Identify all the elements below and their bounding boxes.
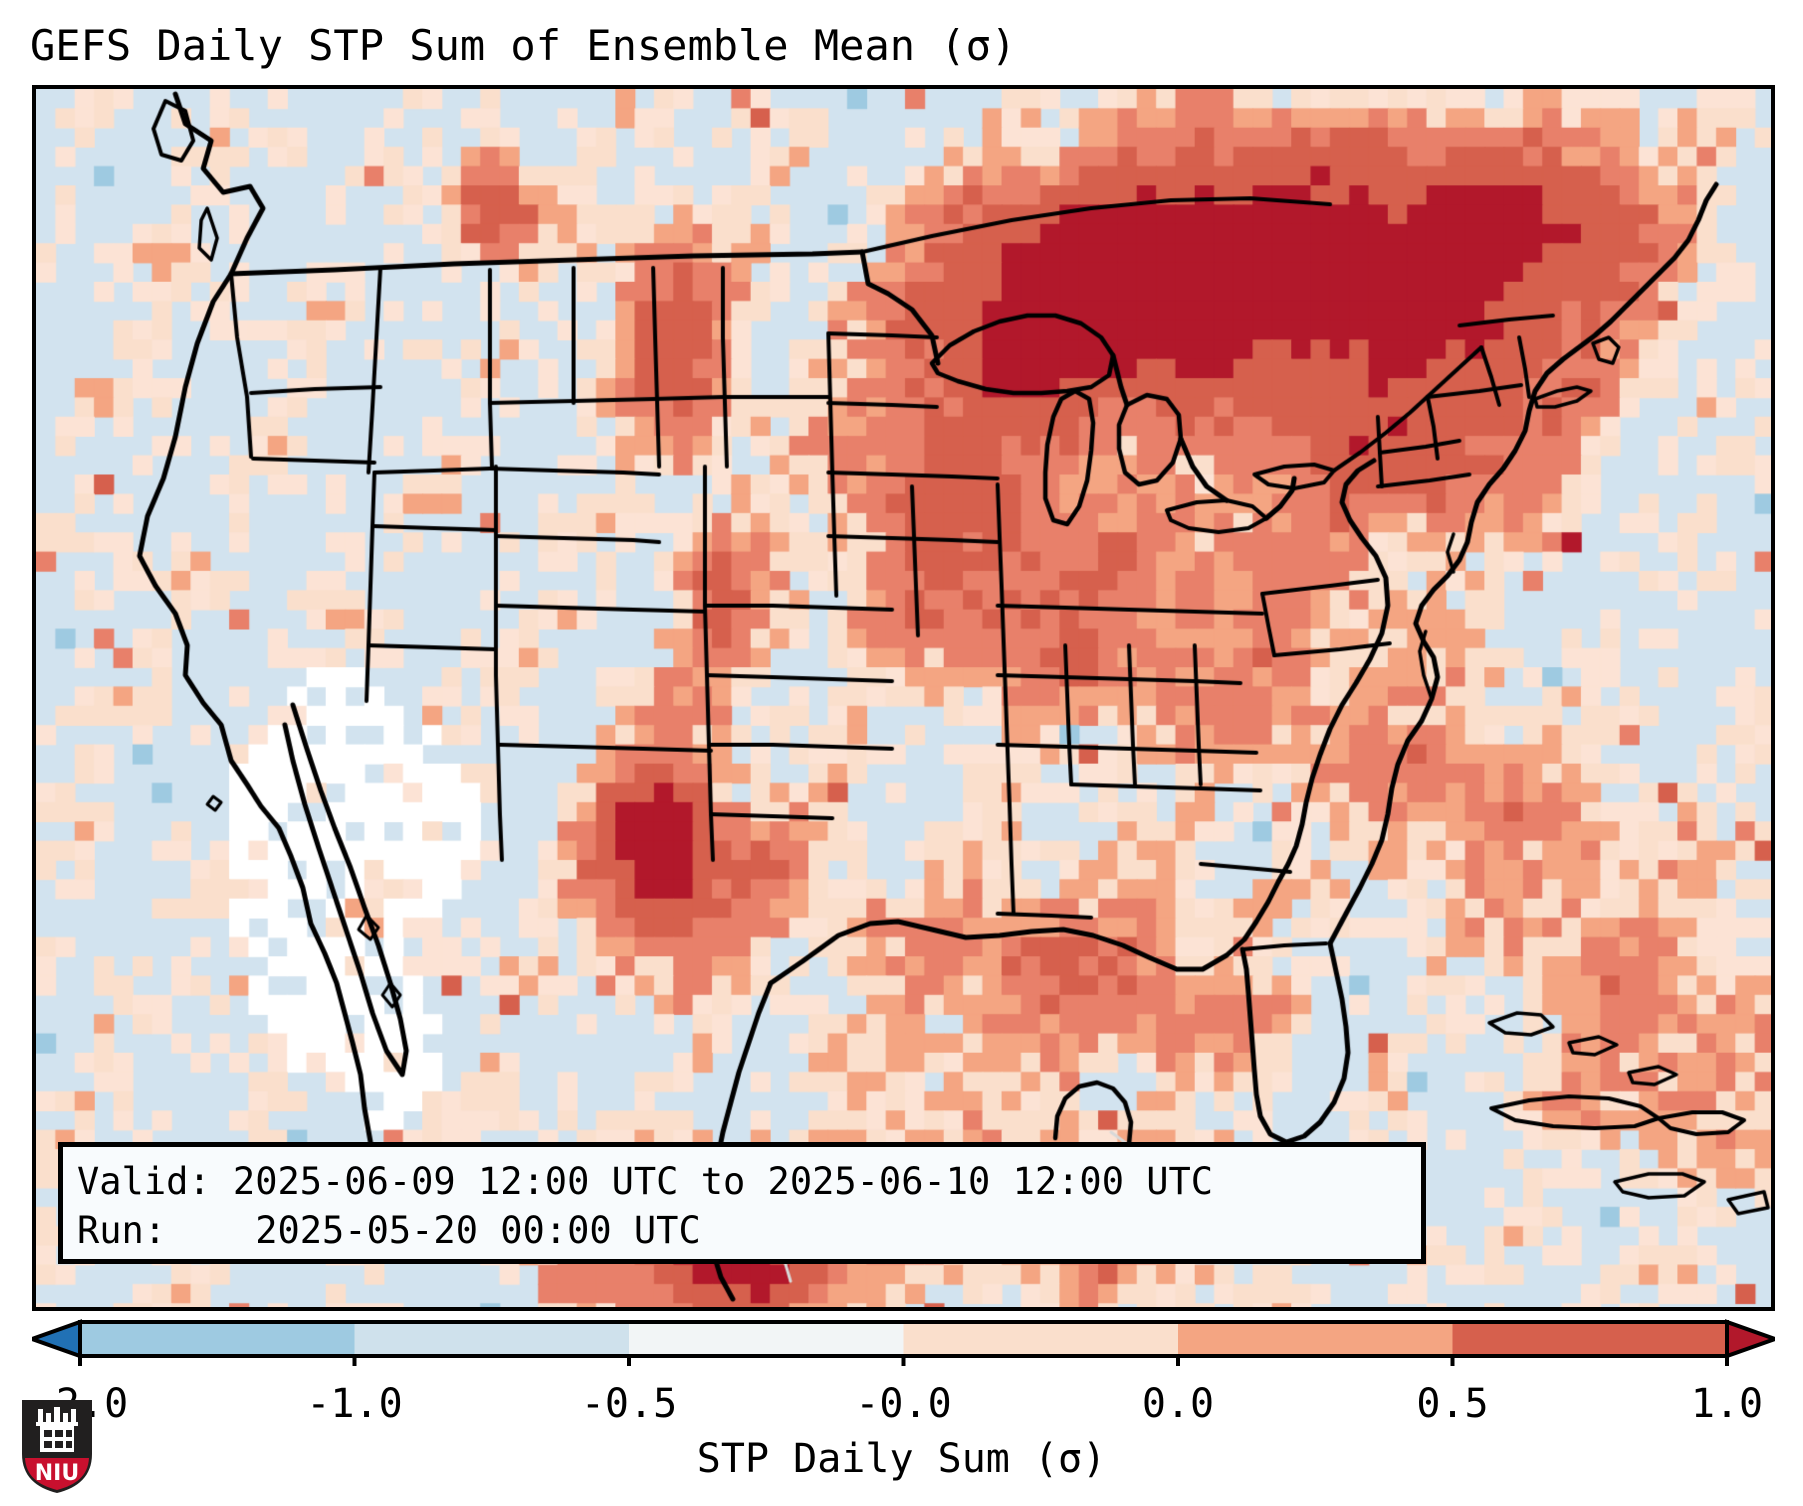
valid-time-text: Valid: 2025-06-09 12:00 UTC to 2025-06-1… [77,1160,1214,1203]
colorbar-tick-label: 0.0 [1141,1381,1215,1427]
colorbar-band [903,1322,1179,1356]
colorbar-band [1452,1322,1728,1356]
colorbar-extend-low-arrow [32,1319,82,1359]
colorbar-band [1178,1322,1453,1356]
colorbar-band [629,1322,904,1356]
colorbar-band [80,1322,355,1356]
colorbar-tick-label: 0.5 [1416,1381,1489,1427]
chart-title: GEFS Daily STP Sum of Ensemble Mean (σ) [30,21,1017,70]
colorbar-svg [32,1319,1775,1366]
niu-logo: NIU [22,1400,92,1493]
colorbar[interactable] [32,1318,1775,1366]
colorbar-tick-labels: -2.0-1.0-0.5-0.00.00.51.02.0 [0,1380,1803,1432]
niu-logo-text: NIU [35,1461,79,1486]
colorbar-tick-label: -1.0 [306,1381,403,1427]
map-plot-area[interactable] [32,85,1775,1311]
info-box: Valid: 2025-06-09 12:00 UTC to 2025-06-1… [58,1142,1426,1264]
run-time-text: Run: 2025-05-20 00:00 UTC [77,1209,701,1252]
geographic-boundaries-layer [36,89,1771,1307]
colorbar-tick-label: 1.0 [1690,1381,1764,1427]
colorbar-tick-label: -0.0 [855,1381,952,1427]
colorbar-axis-label: STP Daily Sum (σ) [696,1436,1107,1482]
colorbar-band [354,1322,630,1356]
colorbar-extend-high-arrow [1725,1319,1775,1359]
colorbar-tick-label: -0.5 [580,1381,678,1427]
